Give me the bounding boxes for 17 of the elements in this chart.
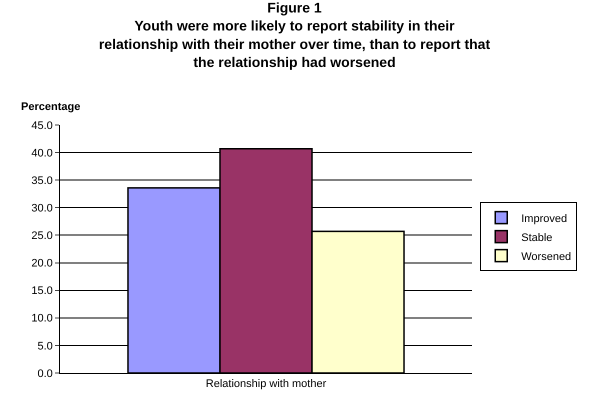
y-tick-label: 25.0 (31, 230, 53, 242)
x-tick-label: Relationship with mother (206, 378, 327, 390)
legend-label: Improved (521, 212, 568, 225)
chart-subtitle: Youth were more likely to report stability in their relationship with their mother over time, than to report that the relationship had worsened (98, 18, 490, 70)
y-tick-label: 30.0 (31, 202, 53, 215)
y-tick-label: 20.0 (31, 258, 53, 270)
chart-title: Figure 1 (267, 0, 322, 16)
y-tick-label: 5.0 (38, 340, 53, 352)
y-tick-label: 15.0 (31, 285, 53, 298)
y-tick-label: 0.0 (38, 368, 53, 380)
legend-label: Worsened (521, 250, 572, 263)
y-tick-label: 40.0 (31, 147, 53, 160)
y-axis-title: Percentage (21, 101, 80, 113)
legend-label: Stable (521, 232, 552, 244)
y-tick-label: 35.0 (31, 174, 53, 187)
y-tick-label: 10.0 (31, 312, 53, 325)
y-tick-label: 45.0 (31, 120, 53, 132)
